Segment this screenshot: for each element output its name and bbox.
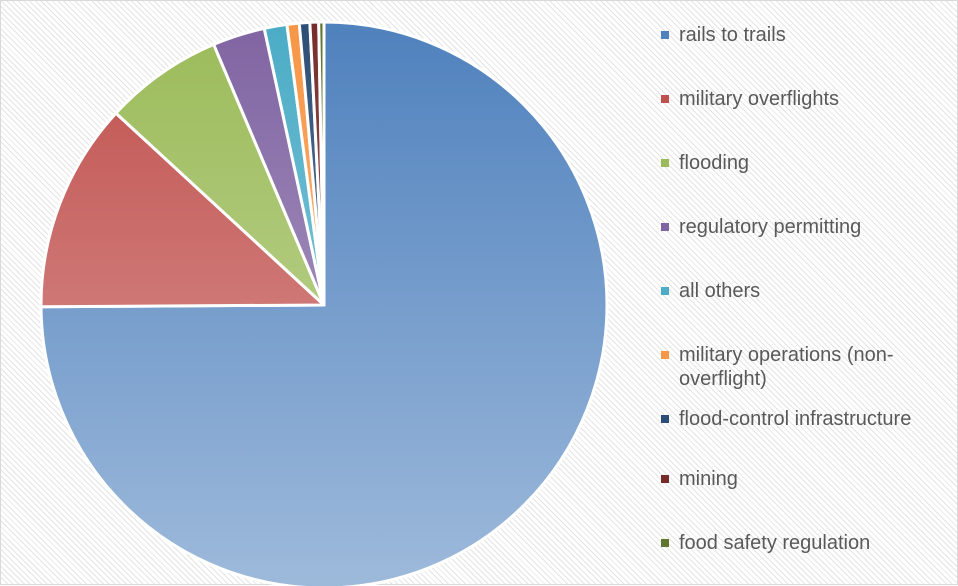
legend-swatch [661,159,669,167]
legend-item-flooding: flooding [661,151,957,175]
legend-item-all-others: all others [661,279,957,303]
legend-label: regulatory permitting [679,215,949,239]
legend-swatch [661,31,669,39]
legend-label: flooding [679,151,949,175]
legend-item-military-operations-non-overflight: military operations (non-overflight) [661,343,957,391]
pie-slices [41,22,607,586]
legend-item-rails-to-trails: rails to trails [661,23,957,47]
legend: rails to trails military overflights flood… [661,23,957,573]
legend-swatch [661,539,669,547]
legend-item-regulatory-permitting: regulatory permitting [661,215,957,239]
legend-swatch [661,475,669,483]
legend-item-food-safety-regulation: food safety regulation [661,531,957,555]
legend-swatch [661,223,669,231]
legend-swatch [661,95,669,103]
legend-label: military overflights [679,87,949,111]
legend-label: rails to trails [679,23,949,47]
legend-swatch [661,415,669,423]
legend-swatch [661,351,669,359]
legend-label: all others [679,279,949,303]
legend-label: flood-control infrastructure [679,407,949,431]
legend-swatch [661,287,669,295]
legend-item-military-overflights: military overflights [661,87,957,111]
legend-item-mining: mining [661,467,957,491]
legend-label: military operations (non-overflight) [679,343,949,391]
legend-label: mining [679,467,949,491]
legend-label: food safety regulation [679,531,949,555]
legend-item-flood-control-infrastructure: flood-control infrastructure [661,407,957,431]
